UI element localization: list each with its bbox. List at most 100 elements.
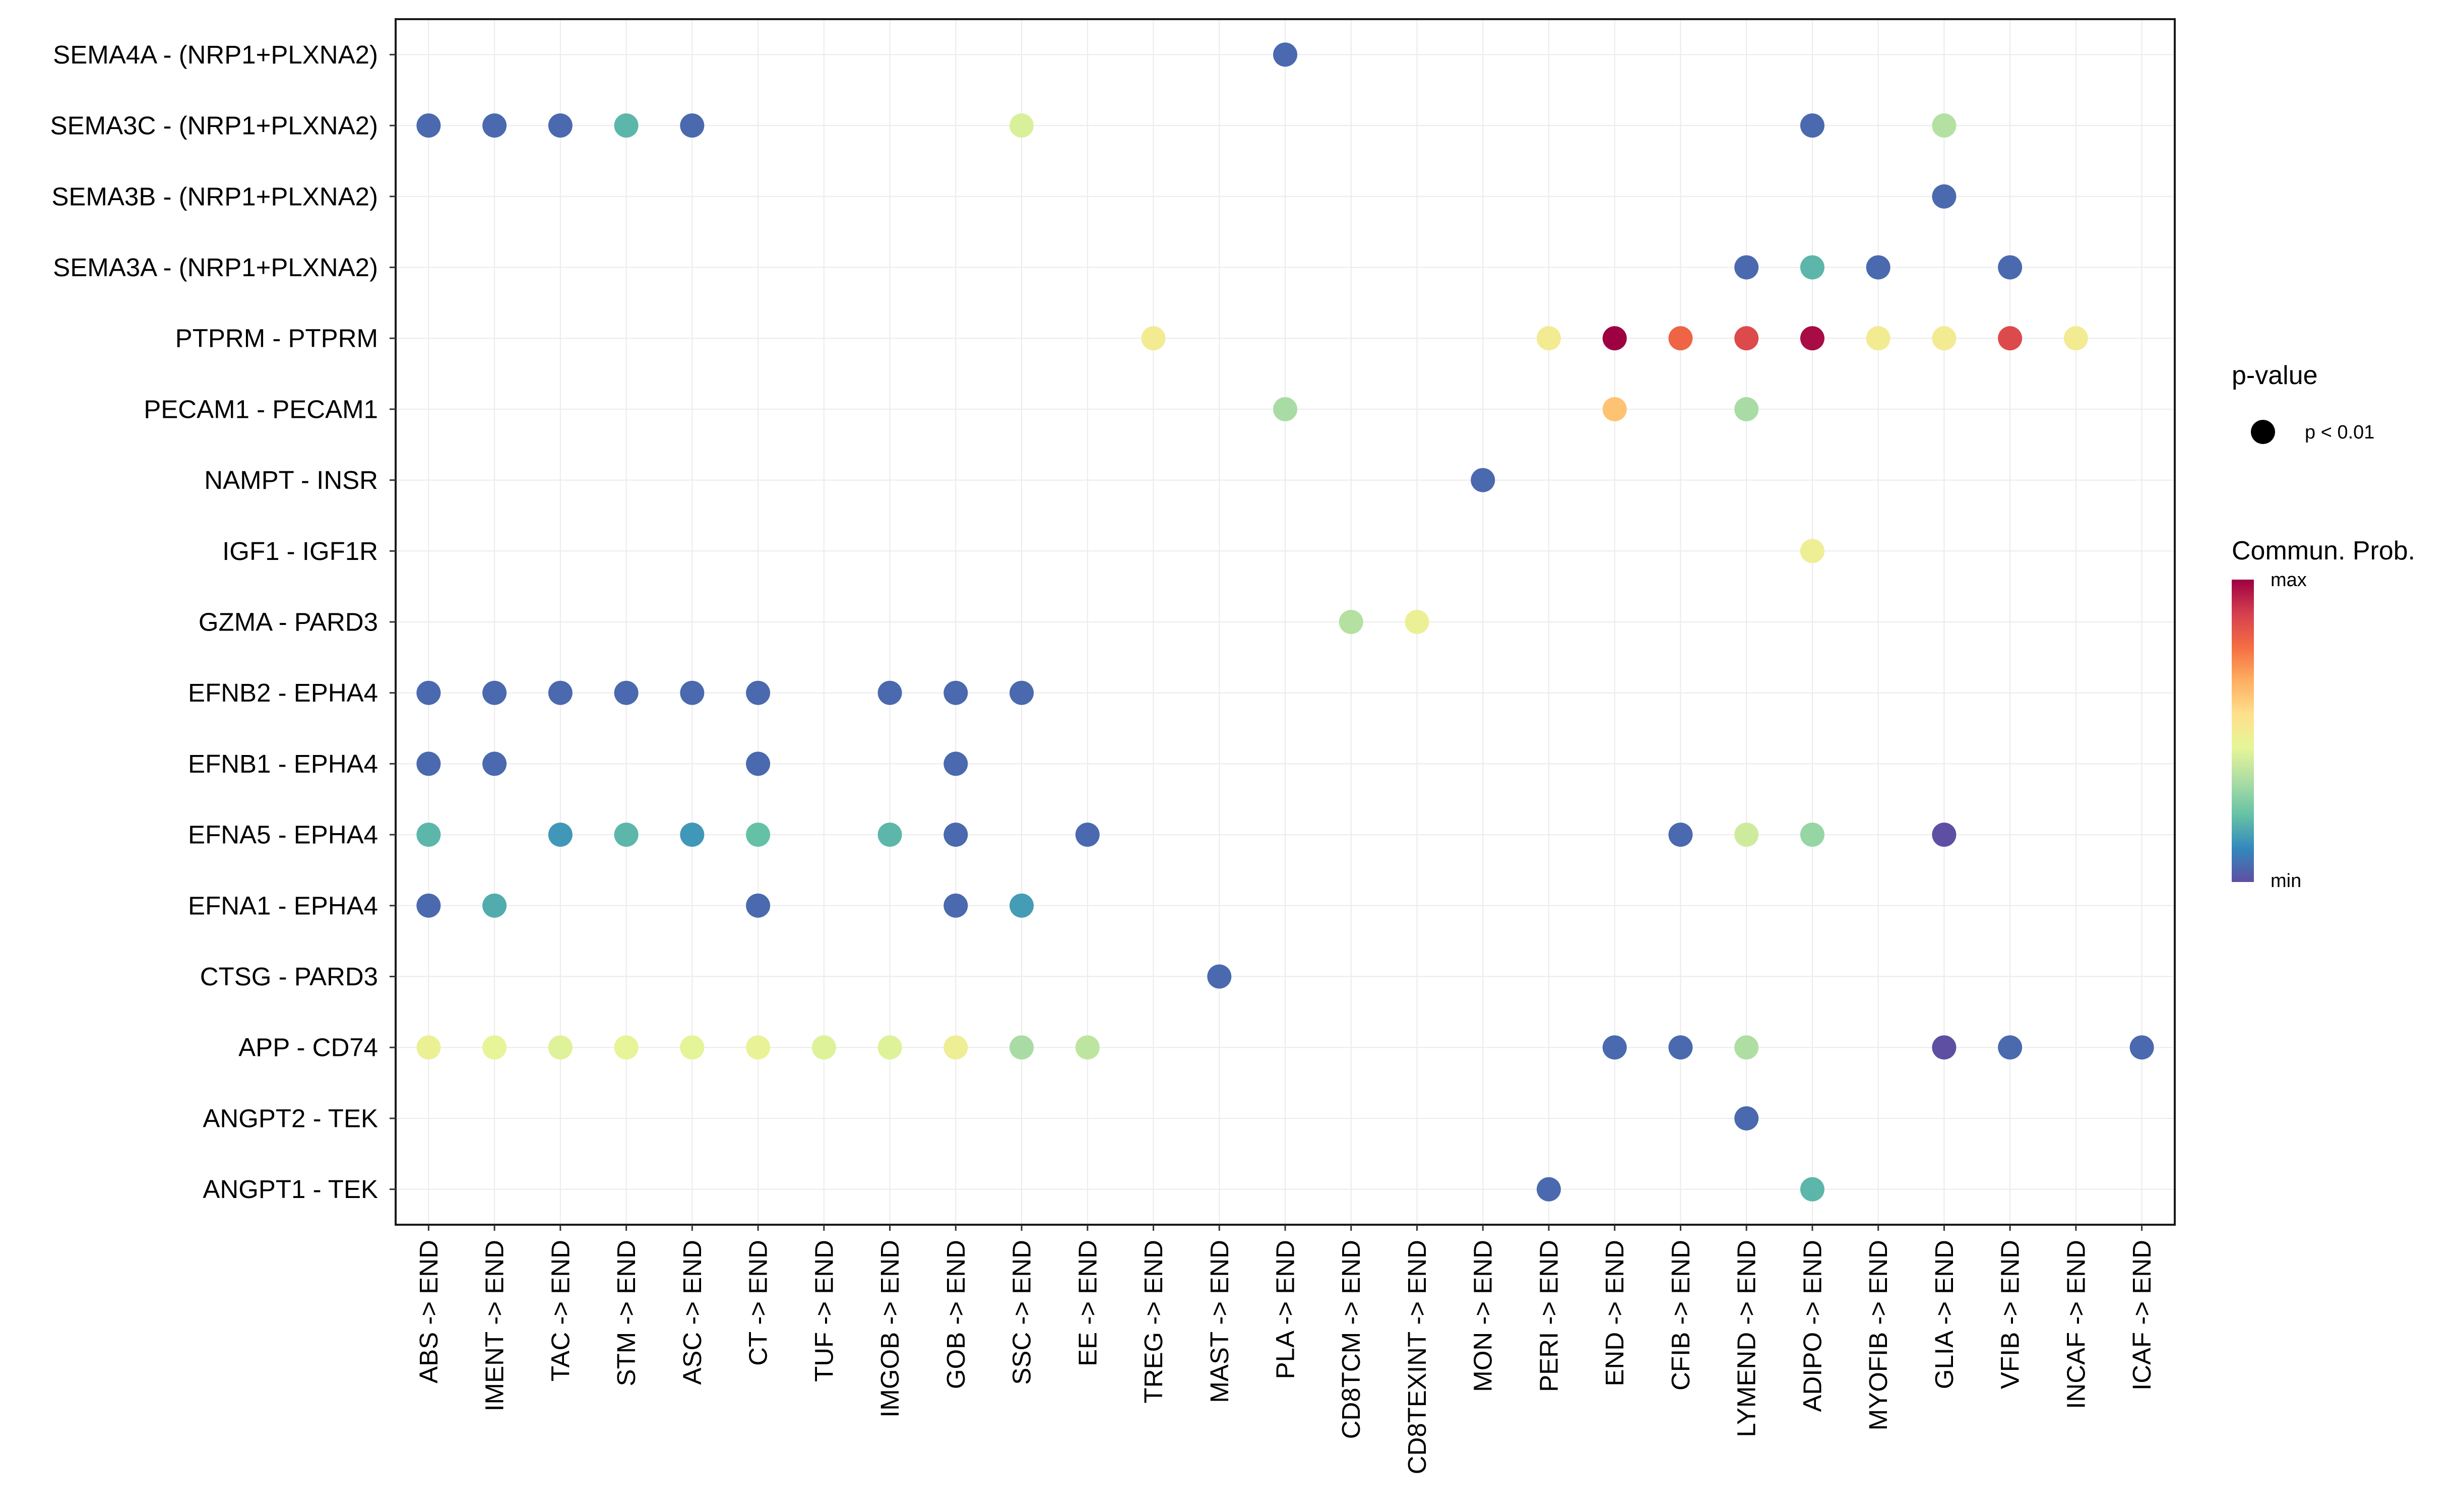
data-point [482, 113, 507, 138]
y-tick-label: EFNA5 - EPHA4 [188, 821, 378, 849]
data-point [1471, 468, 1495, 492]
size-legend-title: p-value [2232, 361, 2318, 390]
data-point [1010, 1035, 1034, 1060]
x-axis: ABS -> END IMENT -> END TAC -> END STM -> E… [414, 1225, 2156, 1474]
size-legend-dot [2251, 420, 2275, 444]
data-point [2129, 1035, 2154, 1060]
data-point [746, 751, 771, 776]
data-point [1141, 326, 1166, 351]
data-point [416, 823, 441, 847]
data-point [1668, 1035, 1693, 1060]
data-point [943, 1035, 968, 1060]
data-point [1998, 1035, 2023, 1060]
x-tick-label: ASC -> END [678, 1240, 707, 1385]
x-tick-label: PERI -> END [1534, 1240, 1563, 1392]
x-tick-label: MAST -> END [1205, 1240, 1234, 1403]
y-tick-label: SEMA3C - (NRP1+PLXNA2) [50, 111, 378, 140]
data-point [1602, 397, 1627, 421]
x-tick-label: GLIA -> END [1930, 1240, 1959, 1389]
data-point [1536, 326, 1561, 351]
data-point [1734, 1035, 1759, 1060]
data-point [1273, 397, 1297, 421]
data-point [1536, 1177, 1561, 1202]
data-point [1668, 326, 1693, 351]
y-tick-label: ANGPT1 - TEK [203, 1175, 378, 1204]
x-tick-label: CD8TCM -> END [1337, 1240, 1365, 1439]
x-tick-label: END -> END [1600, 1240, 1629, 1386]
data-point [1800, 113, 1824, 138]
y-tick-label: EFNA1 - EPHA4 [188, 891, 378, 920]
data-point [1932, 184, 1957, 209]
data-point [416, 680, 441, 705]
y-tick-label: PTPRM - PTPRM [175, 324, 378, 353]
data-point [1734, 823, 1759, 847]
data-point [1010, 680, 1034, 705]
data-point [614, 113, 639, 138]
data-point [877, 680, 902, 705]
x-tick-label: TAC -> END [546, 1240, 575, 1381]
data-point [1010, 113, 1034, 138]
data-point [943, 751, 968, 776]
data-point [1207, 964, 1232, 989]
data-point [1932, 1035, 1957, 1060]
data-point [548, 823, 573, 847]
data-point [1932, 113, 1957, 138]
data-point [746, 680, 771, 705]
data-point [1602, 326, 1627, 351]
x-tick-label: CFIB -> END [1666, 1240, 1695, 1391]
data-point [1932, 326, 1957, 351]
data-point [1668, 823, 1693, 847]
data-point [416, 751, 441, 776]
data-point [1998, 255, 2023, 280]
x-tick-label: MON -> END [1469, 1240, 1497, 1392]
y-tick-label: IGF1 - IGF1R [222, 537, 378, 565]
x-tick-label: TUF -> END [809, 1240, 838, 1382]
x-tick-label: IMGOB -> END [875, 1240, 904, 1418]
data-point [1405, 610, 1429, 634]
data-point [1734, 1106, 1759, 1130]
y-tick-label: EFNB1 - EPHA4 [188, 749, 378, 778]
data-point [680, 113, 705, 138]
x-tick-label: MYOFIB -> END [1864, 1240, 1893, 1430]
data-point [416, 893, 441, 918]
x-tick-label: INCAF -> END [2061, 1240, 2090, 1409]
data-point [1339, 610, 1363, 634]
data-point [1998, 326, 2023, 351]
data-point [680, 680, 705, 705]
data-point [680, 823, 705, 847]
data-point [1800, 1177, 1824, 1202]
y-tick-label: EFNB2 - EPHA4 [188, 678, 378, 707]
data-point [943, 823, 968, 847]
data-point [1866, 326, 1891, 351]
y-tick-label: SEMA4A - (NRP1+PLXNA2) [53, 40, 378, 69]
data-point [1010, 893, 1034, 918]
x-tick-label: ICAF -> END [2127, 1240, 2156, 1391]
data-point [548, 113, 573, 138]
data-point [746, 823, 771, 847]
data-point [614, 1035, 639, 1060]
data-point [548, 1035, 573, 1060]
x-tick-label: PLA -> END [1271, 1240, 1300, 1379]
data-point [482, 751, 507, 776]
data-point [1734, 255, 1759, 280]
data-point [1734, 397, 1759, 421]
data-point [1932, 823, 1957, 847]
data-point [1273, 42, 1297, 67]
data-point [482, 680, 507, 705]
x-tick-label: GOB -> END [941, 1240, 970, 1389]
color-legend-max-label: max [2271, 570, 2307, 591]
color-legend-title: Commun. Prob. [2232, 536, 2415, 565]
data-point [548, 680, 573, 705]
data-point [943, 680, 968, 705]
x-tick-label: CD8TEXINT -> END [1403, 1240, 1431, 1474]
data-point [877, 1035, 902, 1060]
size-legend-label: p < 0.01 [2305, 422, 2374, 443]
legend: p-value p < 0.01 Commun. Prob. max min [2232, 361, 2415, 892]
data-point [1734, 326, 1759, 351]
y-tick-label: SEMA3B - (NRP1+PLXNA2) [51, 182, 378, 211]
data-point [1800, 255, 1824, 280]
data-point [680, 1035, 705, 1060]
grid-layer [396, 19, 2175, 1225]
data-point [1800, 326, 1824, 351]
